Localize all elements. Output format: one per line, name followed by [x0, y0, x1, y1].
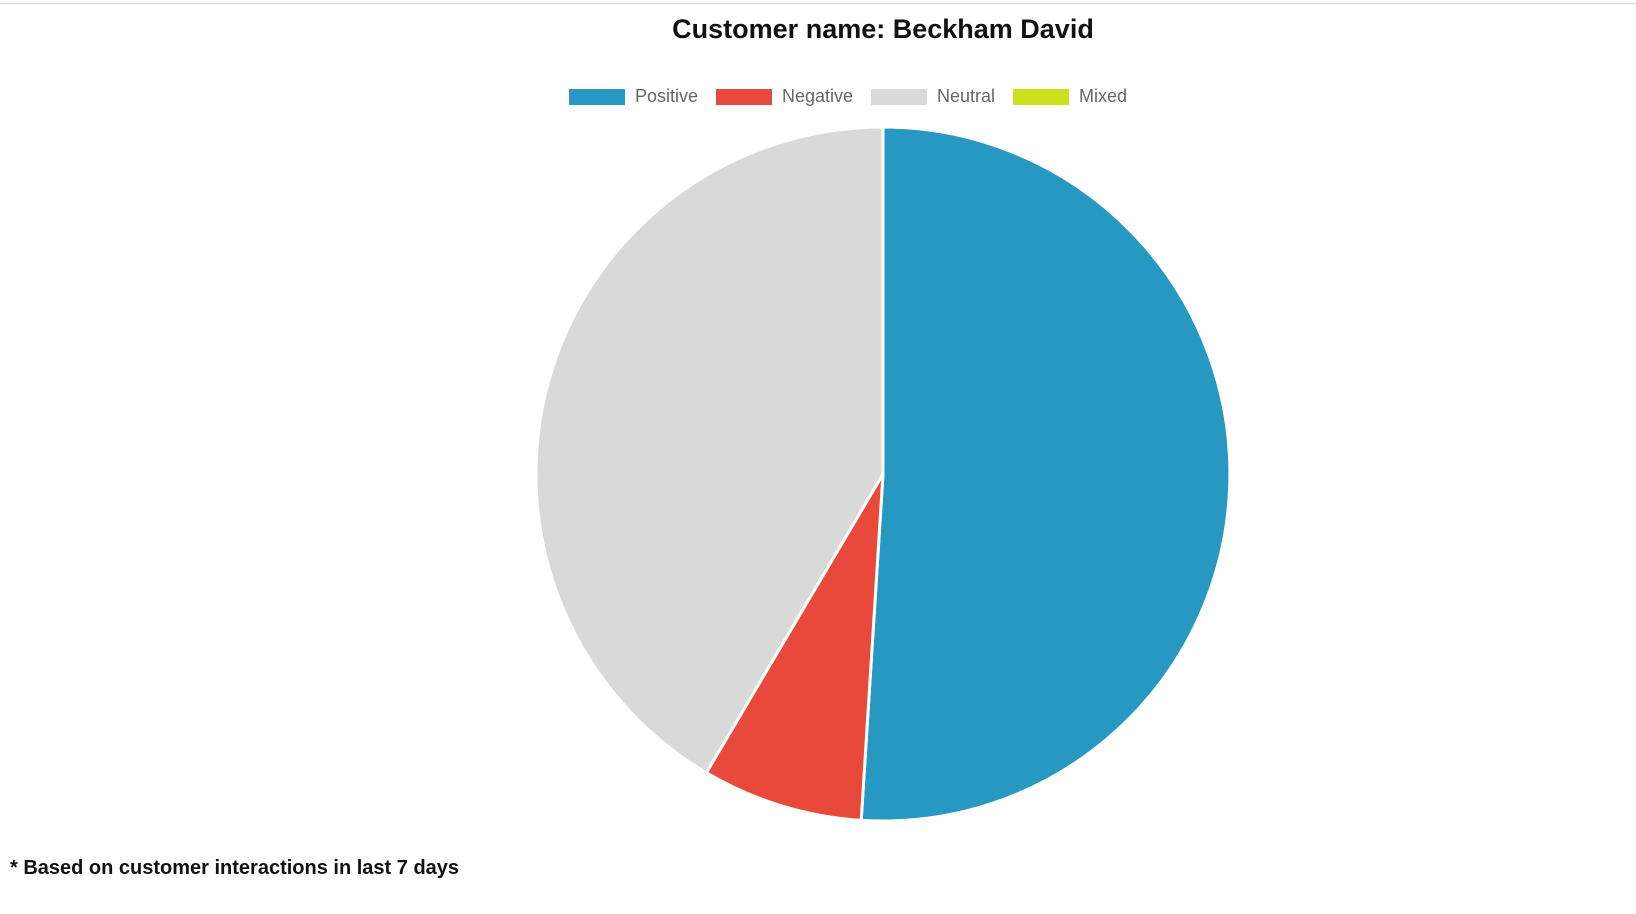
legend-label-neutral: Neutral — [937, 86, 996, 106]
legend-swatch-neutral — [871, 88, 928, 105]
chart-title: Customer name: Beckham David — [672, 14, 1094, 44]
pie-slice-positive[interactable] — [859, 125, 1232, 823]
legend-label-mixed: Mixed — [1079, 86, 1128, 106]
pie-slice-neutral[interactable] — [534, 125, 885, 775]
legend-item-neutral[interactable]: Neutral — [871, 86, 995, 107]
footnote: * Based on customer interactions in last… — [10, 857, 460, 879]
legend-swatch-positive — [568, 88, 625, 105]
legend-swatch-mixed — [1013, 88, 1070, 105]
legend-label-positive: Positive — [634, 86, 698, 106]
chart-legend: Positive Negative Neutral Mixed — [0, 86, 1636, 107]
legend-item-negative[interactable]: Negative — [715, 86, 854, 107]
legend-swatch-negative — [715, 88, 772, 105]
pie-slice-negative[interactable] — [704, 473, 885, 822]
legend-label-negative: Negative — [781, 86, 854, 106]
legend-item-mixed[interactable]: Mixed — [1013, 86, 1127, 107]
top-divider — [0, 3, 1636, 4]
legend-item-positive[interactable]: Positive — [568, 86, 698, 107]
